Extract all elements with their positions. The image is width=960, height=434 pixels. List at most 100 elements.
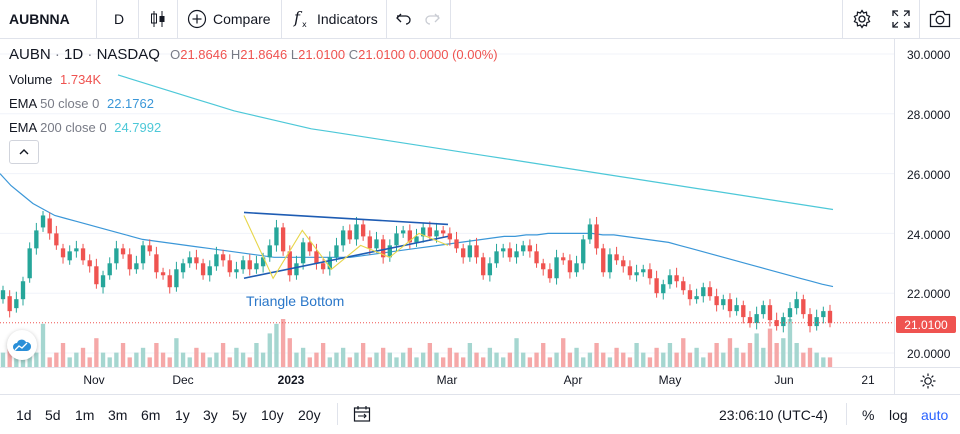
volume-bar	[561, 338, 566, 367]
triangle-annotation[interactable]: Triangle Bottom	[246, 293, 345, 309]
tradingview-logo[interactable]	[7, 330, 37, 360]
close-key: C	[348, 47, 359, 62]
ema50-legend[interactable]: EMA 50 close 0 22.1762	[9, 96, 154, 111]
range-3m[interactable]: 3m	[108, 407, 128, 423]
candle	[0, 290, 6, 300]
axis-settings-button[interactable]	[894, 367, 960, 394]
volume-bar	[481, 357, 486, 367]
candle	[227, 260, 232, 273]
range-1d[interactable]: 1d	[16, 407, 32, 423]
candle	[734, 305, 739, 312]
volume-bar	[654, 347, 659, 367]
time-tick: 21	[861, 373, 875, 387]
svg-text:f: f	[293, 9, 303, 27]
volume-bar	[494, 352, 499, 367]
volume-bar	[587, 352, 593, 367]
range-10y[interactable]: 10y	[261, 407, 284, 423]
undo-button[interactable]	[396, 0, 412, 38]
candle	[54, 233, 59, 246]
volume-bar	[67, 357, 72, 367]
candle	[220, 254, 226, 261]
volume-bar	[707, 352, 713, 367]
ema50-series	[0, 173, 834, 288]
volume-bar	[400, 352, 406, 367]
range-20y[interactable]: 20y	[298, 407, 321, 423]
gear-icon	[853, 9, 871, 29]
volume-legend[interactable]: Volume 1.734K	[9, 72, 101, 87]
candle	[494, 251, 499, 264]
bottom-toolbar: 1d 5d 1m 3m 6m 1y 3y 5y 10y 20y 23:06:10…	[0, 394, 960, 434]
volume-bar	[200, 352, 206, 367]
main-legend: AUBN · 1D · NASDAQ O21.8646 H21.8646 L21…	[9, 46, 498, 63]
price-axis[interactable]: 30.0000 28.0000 26.0000 24.0000 22.0000 …	[894, 38, 960, 367]
price-chart[interactable]	[0, 38, 894, 367]
price-tick: 20.0000	[907, 347, 951, 361]
volume-bar	[674, 352, 679, 367]
compare-button[interactable]: Compare	[187, 0, 271, 38]
volume-bar	[527, 357, 533, 367]
auto-toggle[interactable]: auto	[921, 407, 949, 423]
last-price-badge: 21.0100	[896, 316, 956, 333]
triangle-pattern-drawing[interactable]	[243, 211, 449, 280]
volume-bar	[240, 352, 246, 367]
interval-button[interactable]: D	[114, 0, 124, 38]
volume-bar	[247, 357, 252, 367]
toolbar-divider	[281, 0, 282, 38]
candle	[607, 254, 613, 273]
range-5d[interactable]: 5d	[45, 407, 61, 423]
clock-readout[interactable]: 23:06:10 (UTC-4)	[719, 407, 828, 423]
range-3y[interactable]: 3y	[203, 407, 218, 423]
svg-text:x: x	[302, 20, 307, 29]
candle	[334, 245, 339, 258]
volume-bar	[140, 347, 146, 367]
range-5y[interactable]: 5y	[232, 407, 247, 423]
volume-bar	[761, 347, 766, 367]
candle	[461, 248, 466, 258]
volume-bar	[174, 338, 179, 367]
volume-bar	[227, 357, 232, 367]
candle	[7, 296, 12, 312]
volume-bar	[814, 352, 819, 367]
volume-bar	[260, 352, 266, 367]
candle	[207, 266, 212, 276]
candle	[561, 257, 566, 261]
range-1m[interactable]: 1m	[75, 407, 95, 423]
fullscreen-button[interactable]	[892, 0, 910, 38]
ema200-legend[interactable]: EMA 200 close 0 24.7992	[9, 120, 161, 135]
volume-bar	[274, 323, 279, 367]
redo-button[interactable]	[424, 0, 440, 38]
high-value: 21.8646	[240, 47, 288, 62]
candle	[547, 269, 553, 279]
candle	[267, 245, 272, 258]
settings-button[interactable]	[852, 0, 872, 38]
candle	[787, 308, 793, 318]
candle	[20, 281, 26, 300]
candle	[400, 230, 406, 234]
percent-toggle[interactable]: %	[862, 407, 875, 423]
volume-bar	[394, 357, 399, 367]
compare-label: Compare	[213, 11, 271, 27]
candle	[180, 263, 186, 273]
candles-icon	[151, 11, 165, 27]
candle	[387, 245, 392, 258]
screenshot-button[interactable]	[929, 0, 951, 38]
date-range-button[interactable]	[353, 405, 371, 428]
range-6m[interactable]: 6m	[141, 407, 161, 423]
symbol-search-input[interactable]: AUBN NA	[9, 11, 70, 27]
volume-bar	[487, 347, 493, 367]
candle	[747, 317, 753, 324]
candle	[74, 248, 79, 252]
candle	[767, 305, 773, 321]
volume-bar	[347, 357, 352, 367]
candle	[260, 257, 266, 267]
candle	[614, 254, 619, 261]
time-axis[interactable]: Nov Dec 2023 Mar Apr May Jun 21	[0, 367, 894, 394]
time-tick: 2023	[277, 373, 305, 387]
chart-type-button[interactable]	[150, 0, 166, 38]
fullscreen-icon	[892, 10, 910, 28]
legend-collapse-button[interactable]	[9, 140, 39, 164]
volume-bar	[447, 347, 453, 367]
range-1y[interactable]: 1y	[175, 407, 190, 423]
log-toggle[interactable]: log	[889, 407, 908, 423]
